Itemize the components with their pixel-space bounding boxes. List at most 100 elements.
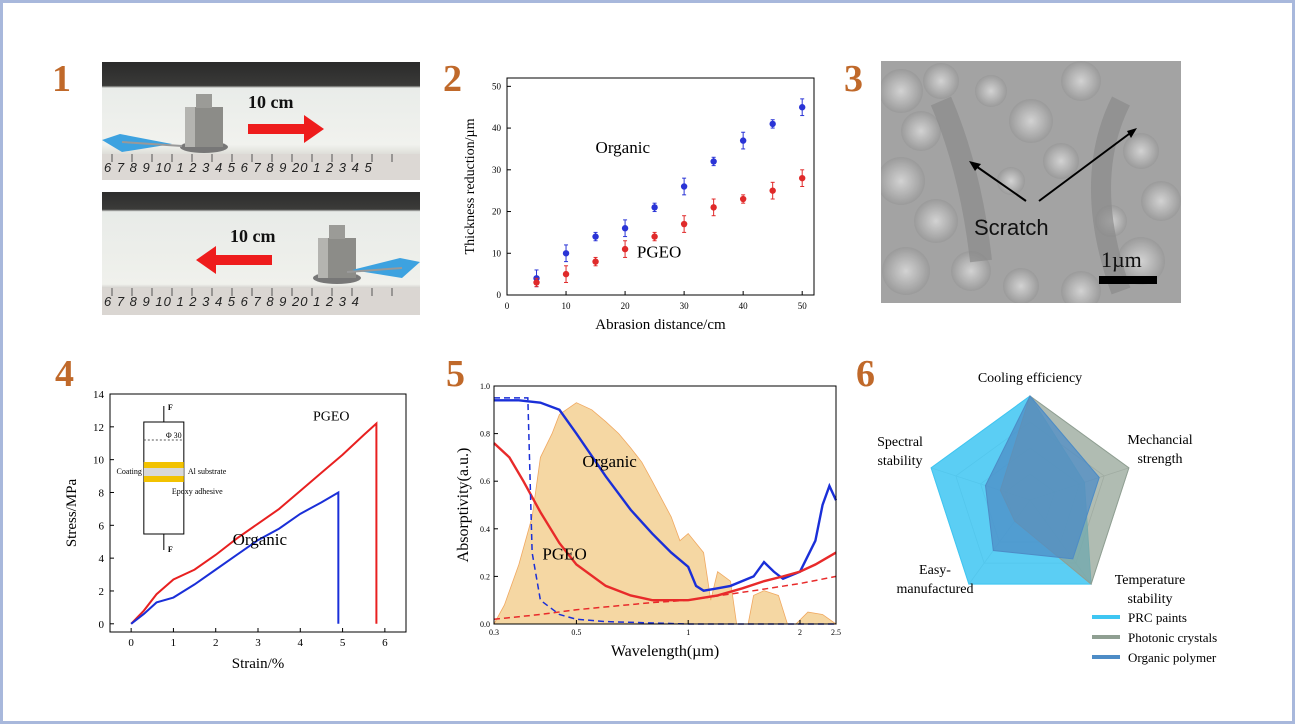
y-axis-label: Absorptivity(a.u.): [455, 448, 472, 563]
inset-adhesive-label: Epoxy adhesive: [172, 487, 223, 496]
inset-label-bottom: F: [168, 545, 173, 554]
y-tick-label: 10: [492, 248, 502, 258]
data-point-organic: [739, 137, 747, 144]
series-line-pgeo-reference: [493, 575, 837, 620]
data-point-organic: [798, 104, 806, 111]
x-tick-label: 10: [562, 301, 572, 311]
series-line-pgeo: [130, 421, 378, 625]
legend-swatch: [1092, 615, 1120, 619]
y-axis-label: Stress/MPa: [64, 478, 80, 547]
scratch-label: Scratch: [974, 215, 1049, 240]
y-tick-label: 0: [99, 619, 105, 631]
radar-axis-label: manufactured: [897, 582, 974, 597]
y-tick-label: 0.2: [480, 572, 490, 581]
radar-chart: Cooling efficiency Mechancial strength Temp…: [877, 371, 1217, 665]
radar-axis-label: Cooling efficiency: [978, 371, 1082, 386]
ruler-top-text: 6 7 8 9 10 1 2 3 4 5 6 7 8 9 20 1 2 3 4 …: [104, 160, 373, 175]
series-line-organic: [494, 399, 838, 592]
data-point-organic: [769, 120, 776, 128]
x-tick-label: 0: [505, 301, 510, 311]
y-tick-label: 0.8: [480, 430, 490, 439]
photo-bottom: 10 cm 6 7 8 9 10 1 2 3 4 5 6 7 8 9 20 1 …: [102, 192, 420, 315]
data-point-organic: [710, 158, 717, 165]
series-label-organic: Organic: [596, 138, 651, 157]
annotation-pgeo: PGEO: [542, 545, 586, 564]
radar-axis-label: strength: [1137, 452, 1182, 467]
plot-frame: [493, 385, 837, 625]
data-point-pgeo: [739, 195, 747, 203]
inset-substrate: [143, 468, 184, 476]
y-tick-label: 8: [99, 487, 105, 499]
absorptivity-chart: 0.3 0.5 1 2 2.5 0.0 0.2 0.4 0.6 0.8 1.0 Wavelength(…: [455, 382, 841, 660]
y-tick-label: 0.0: [480, 620, 490, 629]
data-point-pgeo: [769, 187, 776, 194]
solar-spectrum-area: [493, 402, 838, 625]
legend-label: Organic polymer: [1128, 650, 1217, 665]
y-tick-label: 50: [492, 81, 502, 91]
legend-label: PRC paints: [1128, 610, 1187, 625]
x-tick-label: 0.5: [571, 628, 581, 637]
y-tick-label: 30: [492, 165, 502, 175]
ruler-bottom-text: 6 7 8 9 10 1 2 3 4 5 6 7 8 9 20 1 2 3 4: [104, 294, 360, 309]
photo-top: 10 cm 6 7 8 9 10 1 2 3 4 5 6 7 8 9 20 1 …: [102, 62, 420, 180]
y-tick-label: 40: [492, 123, 502, 133]
data-point-pgeo: [798, 174, 806, 182]
x-axis-label: Wavelength(µm): [611, 643, 719, 660]
x-tick-label: 2: [213, 637, 219, 649]
y-tick-label: 6: [99, 520, 105, 532]
series-label-organic: Organic: [233, 530, 288, 549]
y-axis-label: Thickness reduction/µm: [463, 118, 478, 254]
radar-axis-label: Easy-: [919, 563, 951, 578]
y-tick-label: 12: [93, 422, 104, 434]
inset-label-top: F: [168, 403, 173, 412]
radar-axis-label: stability: [877, 454, 922, 469]
x-tick-label: 1: [686, 628, 690, 637]
series-line-organic: [130, 490, 340, 625]
radar-axis-label: Temperature: [1115, 573, 1186, 588]
panel-number-6: 6: [856, 353, 875, 395]
legend-swatch: [1092, 635, 1120, 639]
data-point-pgeo: [592, 258, 599, 265]
scale-bar-label: 1µm: [1101, 247, 1142, 272]
y-tick-label: 1.0: [480, 382, 490, 391]
legend-label: Photonic crystals: [1128, 630, 1217, 645]
series-line-pgeo: [493, 442, 837, 602]
x-tick-label: 4: [298, 637, 304, 649]
y-tick-label: 4: [99, 553, 105, 565]
series-label-pgeo: PGEO: [637, 242, 681, 261]
data-point-pgeo: [710, 204, 717, 211]
x-tick-label: 30: [680, 301, 690, 311]
data-point-organic: [592, 233, 599, 240]
x-axis-label: Abrasion distance/cm: [595, 317, 726, 333]
photo-top-label: 10 cm: [248, 92, 294, 112]
x-tick-label: 50: [798, 301, 808, 311]
panel-number-3: 3: [844, 58, 863, 100]
x-tick-label: 40: [739, 301, 749, 311]
x-tick-label: 0: [128, 637, 134, 649]
plot-frame: [506, 77, 815, 296]
abrasion-chart: 0 10 20 30 40 50 0 10 20 30 40 50 Abrasion distance/…: [463, 77, 815, 333]
radar-axis-label: Spectral: [877, 435, 923, 450]
y-tick-label: 14: [93, 389, 105, 401]
x-tick-label: 20: [621, 301, 631, 311]
y-tick-label: 0.6: [480, 477, 490, 486]
photo-bottom-label: 10 cm: [230, 226, 276, 246]
x-tick-label: 2: [798, 628, 802, 637]
panel-number-4: 4: [55, 353, 74, 395]
annotation-organic: Organic: [582, 452, 637, 471]
inset-coating-top: [143, 462, 184, 468]
x-tick-label: 6: [382, 637, 388, 649]
x-axis-label: Strain/%: [232, 656, 285, 672]
panel-number-2: 2: [443, 58, 462, 100]
x-tick-label: 1: [171, 637, 177, 649]
data-point-pgeo: [651, 233, 658, 240]
radar-series-organic-polymer: [984, 395, 1100, 560]
inset-coating-bottom: [143, 476, 184, 482]
panel-number-1: 1: [52, 58, 71, 100]
y-tick-label: 0.4: [480, 525, 490, 534]
x-tick-label: 5: [340, 637, 346, 649]
sem-image: Scratch 1µm: [881, 61, 1181, 303]
data-point-organic: [621, 225, 629, 232]
data-point-pgeo: [680, 220, 688, 228]
panel-number-5: 5: [446, 353, 465, 395]
